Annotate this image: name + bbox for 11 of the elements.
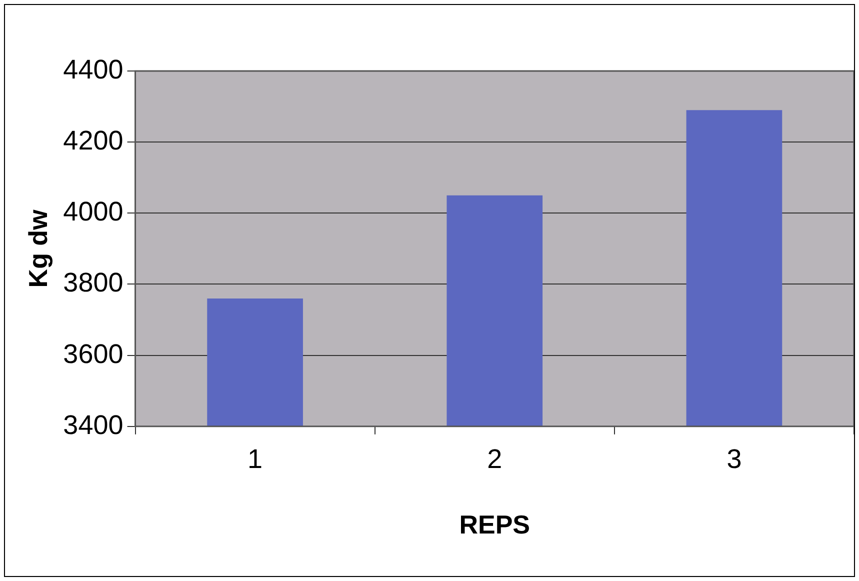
y-tick-label: 4200 — [63, 126, 124, 156]
y-tick-label: 4000 — [63, 196, 124, 227]
x-tick-label: 2 — [487, 444, 502, 474]
y-tick-label: 3800 — [63, 268, 124, 298]
y-axis-title: Kg dw — [22, 208, 53, 288]
y-tick-label: 3600 — [63, 338, 124, 369]
x-axis-title: REPS — [459, 510, 530, 540]
x-tick-label: 3 — [726, 444, 742, 474]
x-tick-label: 1 — [248, 444, 263, 474]
y-tick-label: 3400 — [63, 410, 124, 440]
y-tick-label: 4400 — [63, 54, 124, 84]
